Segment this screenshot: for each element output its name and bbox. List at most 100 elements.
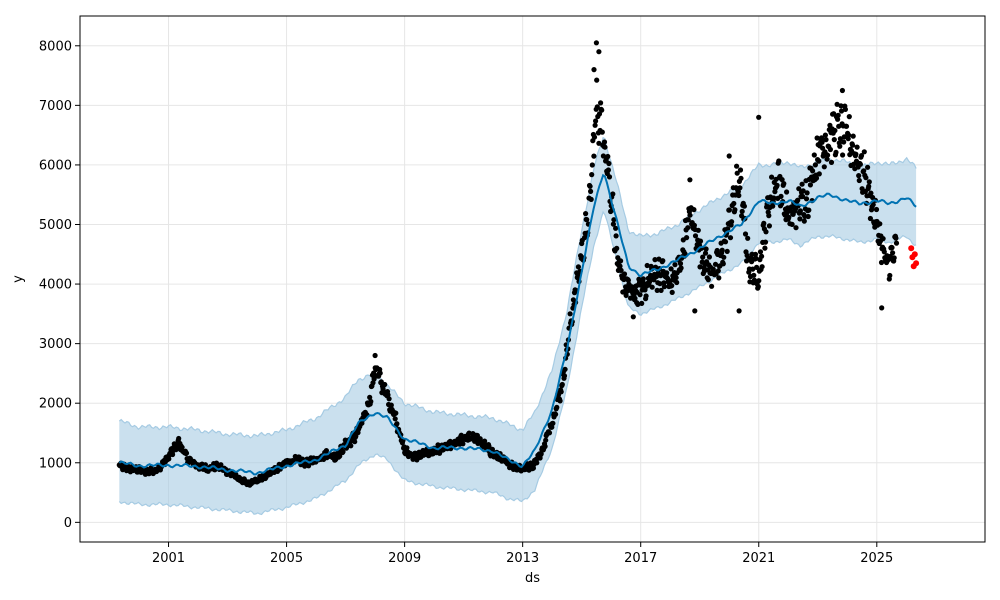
x-axis-label: ds: [525, 571, 540, 586]
observed-point: [835, 112, 841, 118]
observed-point: [861, 168, 867, 174]
observed-point: [562, 366, 568, 372]
observed-point: [561, 373, 568, 379]
observed-point: [719, 247, 725, 253]
observed-point: [669, 289, 675, 295]
observed-point: [739, 208, 745, 214]
observed-point: [893, 235, 899, 241]
observed-point: [766, 213, 772, 219]
observed-point: [824, 156, 830, 162]
observed-point: [610, 221, 617, 227]
observed-point: [877, 221, 883, 227]
observed-point: [880, 236, 886, 242]
observed-point: [803, 196, 810, 202]
observed-point: [613, 233, 619, 239]
observed-point: [789, 221, 795, 227]
observed-point: [700, 254, 706, 260]
observed-point: [727, 235, 734, 241]
observed-point: [643, 293, 649, 299]
observed-point: [606, 174, 613, 180]
observed-point: [691, 222, 698, 228]
observed-point: [394, 421, 400, 427]
observed-point: [893, 240, 900, 246]
observed-point: [753, 255, 759, 261]
observed-point: [807, 182, 814, 188]
x-tick-label: 2017: [624, 551, 657, 566]
observed-point: [856, 173, 862, 179]
observed-point: [176, 435, 182, 442]
observed-point: [827, 146, 834, 153]
observed-point: [724, 248, 730, 254]
observed-point: [832, 127, 838, 134]
observed-point: [776, 158, 782, 164]
observed-point: [766, 223, 773, 229]
observed-point: [599, 129, 605, 135]
observed-point: [599, 107, 605, 113]
observed-point: [778, 193, 784, 199]
observed-point: [546, 430, 553, 436]
observed-point: [800, 188, 806, 194]
observed-point: [567, 311, 573, 317]
observed-point: [538, 451, 544, 457]
observed-point: [629, 284, 635, 290]
observed-point: [669, 283, 675, 289]
observed-point: [865, 164, 871, 170]
observed-point: [596, 49, 602, 55]
observed-point: [863, 175, 869, 181]
observed-point: [814, 135, 820, 141]
observed-point: [601, 139, 608, 145]
observed-point: [598, 100, 604, 106]
observed-point: [618, 267, 624, 273]
observed-point: [751, 272, 757, 278]
observed-point: [756, 114, 762, 120]
observed-point: [543, 437, 549, 443]
observed-point: [726, 153, 732, 159]
observed-point: [738, 175, 744, 181]
observed-point: [771, 195, 777, 201]
observed-point: [722, 239, 729, 245]
observed-point: [660, 258, 666, 264]
observed-point: [610, 191, 616, 197]
observed-point: [687, 212, 693, 218]
observed-point: [850, 133, 856, 139]
observed-point: [583, 211, 589, 217]
observed-point: [644, 262, 650, 269]
observed-point: [642, 287, 648, 293]
observed-point: [736, 192, 742, 199]
observed-point: [625, 277, 632, 283]
observed-point: [825, 152, 831, 158]
observed-point: [591, 134, 598, 140]
y-tick-label: 8000: [39, 39, 72, 54]
observed-point: [744, 252, 750, 259]
observed-point: [635, 301, 641, 307]
observed-point: [575, 264, 582, 270]
observed-point: [811, 152, 817, 158]
observed-point: [684, 235, 690, 241]
observed-point: [678, 265, 684, 271]
observed-point: [856, 177, 862, 184]
observed-point: [725, 226, 731, 232]
observed-point: [834, 101, 840, 107]
observed-point: [853, 151, 859, 157]
observed-point: [367, 394, 373, 400]
observed-point: [460, 441, 466, 447]
observed-point: [542, 443, 548, 449]
uncertainty-interval-upper-edge: [118, 136, 917, 439]
observed-point: [843, 123, 850, 129]
actual-future-point: [911, 251, 918, 258]
observed-point: [784, 189, 790, 195]
observed-point: [602, 144, 608, 150]
observed-point: [649, 284, 655, 290]
observed-point: [691, 207, 697, 213]
observed-point: [801, 218, 807, 224]
observed-point: [589, 162, 595, 168]
observed-point: [770, 203, 776, 209]
observed-point: [664, 270, 670, 276]
observed-point: [705, 277, 711, 283]
observed-points: [116, 40, 900, 488]
observed-point: [584, 217, 590, 223]
observed-point: [879, 305, 885, 311]
observed-point: [613, 225, 619, 231]
x-tick-label: 2021: [742, 551, 775, 566]
